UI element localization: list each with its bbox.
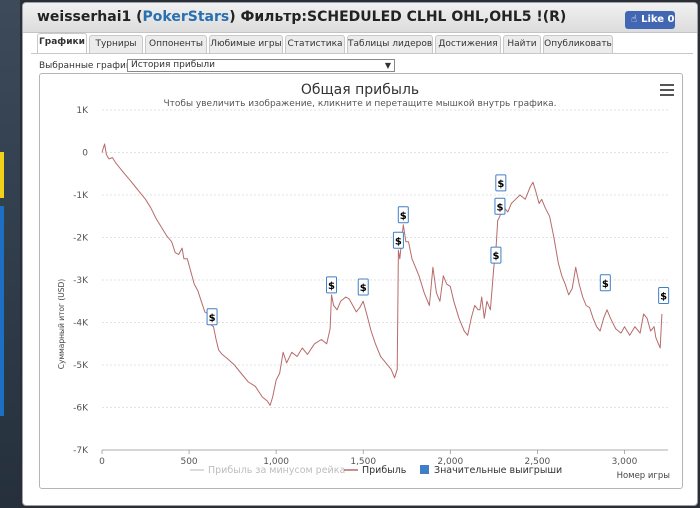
window-titlebar: weisserhai1 (PokerStars) Фильтр:SCHEDULE… <box>23 3 697 33</box>
big-win-marker[interactable]: $ <box>392 231 404 249</box>
chart-container[interactable]: Общая прибыль Чтобы увеличить изображени… <box>39 73 683 489</box>
big-win-marker-label: $ <box>602 279 609 290</box>
background-accent-yellow <box>0 152 4 198</box>
big-win-marker-box <box>490 246 502 264</box>
tab-tournaments[interactable]: Турниры <box>89 35 143 53</box>
big-win-marker-box <box>357 278 369 296</box>
legend-item[interactable]: Значительные выигрыши <box>420 465 562 476</box>
x-tick-label: 2,000 <box>437 457 463 467</box>
window-title: weisserhai1 (PokerStars) Фильтр:SCHEDULE… <box>37 9 567 25</box>
x-tick-label: 1,000 <box>263 457 289 467</box>
dropdown-value: История прибыли <box>131 60 215 70</box>
x-tick-label: 500 <box>180 457 197 467</box>
tab-search[interactable]: Найти <box>503 35 541 53</box>
legend-label: Значительные выигрыши <box>434 465 562 476</box>
big-win-marker-label: $ <box>492 251 499 262</box>
chart-menu-icon[interactable] <box>660 84 674 96</box>
tab-publish[interactable]: Опубликовать <box>543 35 613 53</box>
chart-legend: Прибыль за минусом рейка Прибыль Значитель… <box>190 465 562 476</box>
big-win-marker[interactable]: $ <box>490 246 502 264</box>
big-win-marker-box <box>392 231 404 249</box>
big-win-marker-label: $ <box>209 313 216 324</box>
facebook-like-button[interactable]: ☝ Like 0 <box>625 11 675 29</box>
x-tick-label: 1,500 <box>350 457 376 467</box>
chart-grid <box>102 109 668 451</box>
y-axis-ticks: 1K 0 -1K -2K -3K -4K -5K -6K -7K <box>73 106 89 456</box>
chart-type-dropdown[interactable]: История прибыли ▼ <box>127 59 395 72</box>
x-tick-label: 0 <box>99 457 105 467</box>
big-win-marker-label: $ <box>395 236 402 247</box>
y-tick-label: -6K <box>73 404 89 414</box>
y-tick-label: -3K <box>73 276 89 286</box>
tab-leaderboards[interactable]: Таблицы лидеров <box>347 35 433 53</box>
big-win-marker-label: $ <box>497 179 504 190</box>
y-axis-title: Суммарный итог (USD) <box>57 279 66 370</box>
tab-divider <box>31 53 693 54</box>
big-win-marker-box <box>495 174 507 192</box>
tab-opponents[interactable]: Оппоненты <box>145 35 207 53</box>
legend-item[interactable]: Прибыль за минусом рейка <box>190 465 345 476</box>
background-desktop-strip <box>0 0 20 508</box>
big-win-marker-label: $ <box>360 283 367 294</box>
legend-swatch <box>420 465 429 474</box>
y-tick-label: -2K <box>73 234 89 244</box>
big-win-marker-box <box>494 197 506 215</box>
tab-statistics[interactable]: Статистика <box>285 35 345 53</box>
markers-layer: $ $ $ $ $ $ $ $ $ $ <box>206 174 670 326</box>
big-win-marker-box <box>397 206 409 224</box>
big-win-marker[interactable]: $ <box>326 276 338 294</box>
big-win-marker[interactable]: $ <box>599 274 611 292</box>
legend-item[interactable]: Прибыль <box>344 465 407 476</box>
profit-chart[interactable]: Общая прибыль Чтобы увеличить изображени… <box>40 74 684 490</box>
big-win-marker-box <box>599 274 611 292</box>
x-axis-title: Номер игры <box>617 471 670 481</box>
x-tick-label: 2,500 <box>525 457 551 467</box>
big-win-marker-label: $ <box>400 211 407 222</box>
popup-window: weisserhai1 (PokerStars) Фильтр:SCHEDULE… <box>22 2 698 506</box>
dropdown-arrow-icon: ▼ <box>384 61 391 70</box>
big-win-marker[interactable]: $ <box>658 287 670 304</box>
background-accent-blue <box>0 206 4 416</box>
y-tick-label: -7K <box>73 446 89 456</box>
big-win-marker[interactable]: $ <box>357 278 369 296</box>
big-win-marker[interactable]: $ <box>206 308 218 326</box>
y-tick-label: -1K <box>73 191 89 201</box>
big-win-marker-box <box>206 308 218 326</box>
big-win-marker-label: $ <box>328 281 335 292</box>
thumbs-up-icon: ☝ <box>631 14 638 25</box>
chart-title: Общая прибыль <box>301 82 419 98</box>
series-layer <box>101 143 663 406</box>
x-tick-label: 3,000 <box>612 457 638 467</box>
big-win-marker-label: $ <box>496 202 503 213</box>
big-win-marker-label: $ <box>660 292 667 303</box>
big-win-marker[interactable]: $ <box>494 197 506 215</box>
like-label: Like 0 <box>641 14 675 25</box>
legend-label: Прибыль за минусом рейка <box>208 465 345 476</box>
y-tick-label: -4K <box>73 319 89 329</box>
tab-achievements[interactable]: Достижения <box>435 35 501 53</box>
y-tick-label: -5K <box>73 361 89 371</box>
big-win-marker-box <box>658 287 670 304</box>
site-name[interactable]: PokerStars <box>142 9 230 25</box>
big-win-marker[interactable]: $ <box>495 174 507 192</box>
chart-selector-label: Выбранные графики: <box>39 61 141 71</box>
big-win-marker-box <box>326 276 338 294</box>
y-tick-label: 0 <box>82 149 88 159</box>
tab-favorite-games[interactable]: Любимые игры <box>209 35 283 53</box>
tab-charts[interactable]: Графики <box>37 33 87 53</box>
series-line-profit <box>101 143 663 406</box>
x-axis-ticks: 0 500 1,000 1,500 2,000 2,500 3,000 <box>99 450 638 467</box>
y-tick-label: 1K <box>76 106 89 116</box>
chart-subtitle: Чтобы увеличить изображение, кликните и … <box>163 99 556 109</box>
big-win-marker[interactable]: $ <box>397 206 409 224</box>
legend-label: Прибыль <box>362 465 407 476</box>
